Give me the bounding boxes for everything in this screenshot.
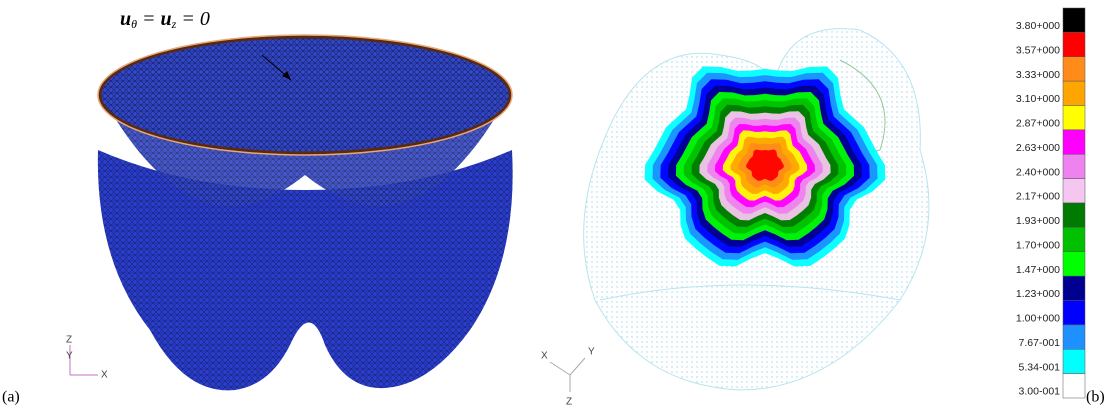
triad-b: X Y Z (541, 347, 595, 408)
colorbar-swatch (1063, 8, 1085, 32)
triad-a: Z Y X (66, 335, 108, 381)
equation: uθ = uz = 0 (120, 8, 210, 31)
colorbar-swatch (1063, 179, 1085, 203)
colorbar-label: 3.33+000 (1016, 69, 1060, 81)
colorbar-label: 2.17+000 (1016, 191, 1060, 203)
figure: uθ = uz = 0 Z Y X (a) X Y Z 3.80+000 3.57… (0, 0, 1109, 412)
colorbar-swatch (1063, 81, 1085, 105)
colorbar-swatch (1063, 106, 1085, 130)
colorbar-swatch (1063, 325, 1085, 349)
colorbar-label: 1.00+000 (1016, 313, 1060, 325)
colorbar-swatch (1063, 276, 1085, 300)
colorbar-label: 3.80+000 (1016, 20, 1060, 32)
colorbar-label: 2.40+000 (1016, 166, 1060, 178)
colorbar-label: 5.34-001 (1019, 361, 1061, 373)
axis-label: Y (66, 351, 73, 362)
colorbar-label: 1.93+000 (1016, 215, 1060, 227)
axis-label: Z (66, 335, 72, 346)
colorbar-swatch (1063, 301, 1085, 325)
colorbar-label: 7.67-001 (1019, 337, 1061, 349)
colorbar-label: 3.57+000 (1016, 44, 1060, 56)
axis-label: X (541, 351, 548, 362)
colorbar-label: 1.47+000 (1016, 264, 1060, 276)
page: {"panel_a": {"label": "(a)", "equation":… (0, 0, 1109, 412)
axis-label: Y (588, 347, 595, 358)
colorbar-swatch (1063, 349, 1085, 373)
colorbar-swatch (1063, 154, 1085, 178)
colorbar-label: 3.00-001 (1019, 386, 1061, 398)
colorbar-label: 1.70+000 (1016, 239, 1060, 251)
panel-label: (b) (1086, 389, 1105, 406)
colorbar-swatch (1063, 252, 1085, 276)
colorbar-label: 3.10+000 (1016, 93, 1060, 105)
panel-label: (a) (2, 389, 20, 406)
panel-a: uθ = uz = 0 Z Y X (a) (2, 8, 513, 406)
colorbar-swatch (1063, 374, 1085, 398)
colorbar-label: 2.87+000 (1016, 118, 1060, 130)
colorbar-swatch (1063, 130, 1085, 154)
colorbar-swatch (1063, 32, 1085, 56)
panel-b: X Y Z 3.80+000 3.57+000 3.33+000 3.10+000 2.… (541, 8, 1105, 408)
colorbar-swatch (1063, 227, 1085, 251)
axis-label: Z (566, 397, 572, 408)
colorbar-swatch (1063, 203, 1085, 227)
colorbar: 3.80+000 3.57+000 3.33+000 3.10+000 2.87+000… (1016, 8, 1085, 398)
bowl-body (98, 150, 513, 390)
colorbar-label: 2.63+000 (1016, 142, 1060, 154)
colorbar-swatch (1063, 57, 1085, 81)
axis-label: X (101, 370, 108, 381)
colorbar-label: 1.23+000 (1016, 288, 1060, 300)
